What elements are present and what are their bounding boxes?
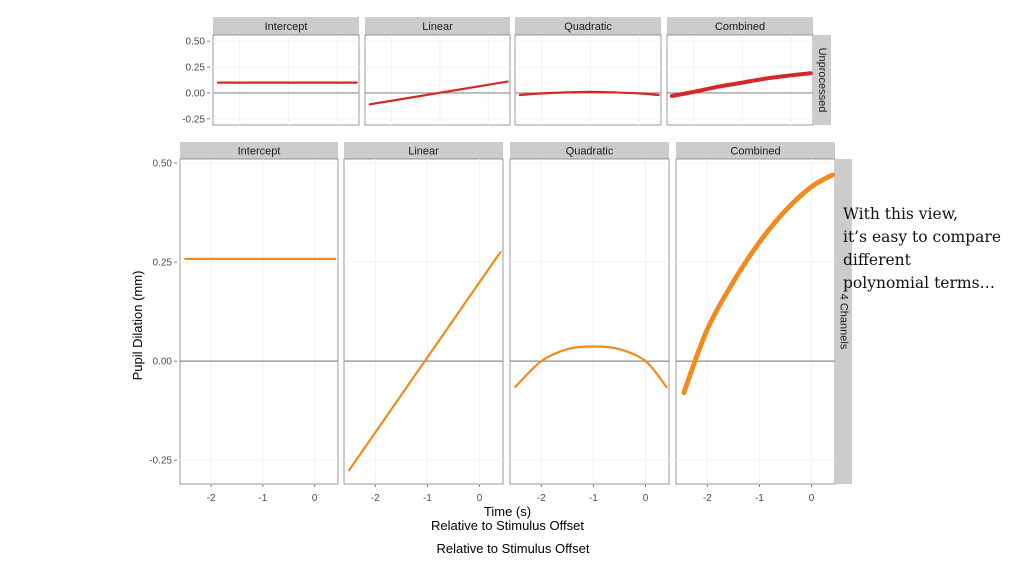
facet-panel xyxy=(666,34,814,126)
series-line-linear xyxy=(368,80,509,106)
x-tick-label: 0 xyxy=(643,493,649,504)
annotation-line: different xyxy=(843,251,911,269)
x-tick-label: -1 xyxy=(755,493,764,504)
row-strip xyxy=(835,159,852,484)
facet-label: Combined xyxy=(715,21,765,33)
y-tick-label: 0.50 xyxy=(186,37,206,48)
facet-strip xyxy=(180,142,338,159)
series-line-quadratic xyxy=(518,90,660,97)
x-tick-label: -2 xyxy=(537,493,546,504)
facet-panel xyxy=(179,158,339,485)
facet-strip xyxy=(676,142,835,159)
facet-panel xyxy=(675,158,836,485)
x-axis-subtitle: Relative to Stimulus Offset xyxy=(431,518,584,533)
x-tick-label: -1 xyxy=(258,493,267,504)
x-tick-label: -2 xyxy=(371,493,380,504)
series-line-combined xyxy=(681,172,835,396)
facet-panel xyxy=(509,158,670,485)
row-label: 4 Channels xyxy=(838,294,850,350)
facet-label: Combined xyxy=(730,146,780,158)
row-label: Unprocessed xyxy=(816,48,828,113)
x-tick-label: 0 xyxy=(477,493,483,504)
y-tick-label: 0.25 xyxy=(153,258,173,269)
y-tick-label: -0.25 xyxy=(149,456,172,467)
annotation-line: polynomial terms… xyxy=(843,274,996,292)
x-tick-label: -1 xyxy=(589,493,598,504)
facet-strip xyxy=(213,17,359,35)
series-line-linear xyxy=(348,251,502,472)
y-tick-label: -0.25 xyxy=(182,114,205,125)
y-tick-label: 0.00 xyxy=(186,88,206,99)
facet-strip xyxy=(510,142,669,159)
annotation-line: it’s easy to compare xyxy=(843,228,1001,246)
x-axis-title: Time (s) xyxy=(484,504,531,519)
facet-label: Quadratic xyxy=(566,146,614,158)
y-axis-title: Pupil Dilation (mm) xyxy=(130,271,145,381)
series-line-combined xyxy=(669,71,813,98)
y-tick-label: 0.50 xyxy=(153,158,173,169)
facet-panel xyxy=(343,158,504,485)
facet-label: Quadratic xyxy=(564,21,612,33)
facet-label: Intercept xyxy=(238,146,281,158)
series-line-quadratic xyxy=(514,345,668,388)
y-tick-label: 0.00 xyxy=(153,357,173,368)
annotation-text: With this view, it’s easy to compare dif… xyxy=(843,203,1023,295)
facet-panel xyxy=(364,34,511,126)
facet-strip xyxy=(667,17,813,35)
facet-label: Linear xyxy=(422,21,453,33)
footer-caption: Relative to Stimulus Offset xyxy=(437,541,590,556)
y-tick-label: 0.25 xyxy=(186,63,206,74)
row-strip xyxy=(813,35,831,125)
facet-strip xyxy=(365,17,510,35)
x-tick-label: -2 xyxy=(207,493,216,504)
annotation-line: With this view, xyxy=(843,205,959,223)
x-tick-label: 0 xyxy=(809,493,815,504)
x-tick-label: -2 xyxy=(703,493,712,504)
facet-panel xyxy=(514,34,662,126)
x-tick-label: 0 xyxy=(312,493,318,504)
facet-strip xyxy=(515,17,661,35)
facet-label: Intercept xyxy=(265,21,308,33)
facet-label: Linear xyxy=(408,146,439,158)
x-tick-label: -1 xyxy=(423,493,432,504)
facet-panel xyxy=(212,34,360,126)
facet-strip xyxy=(344,142,503,159)
